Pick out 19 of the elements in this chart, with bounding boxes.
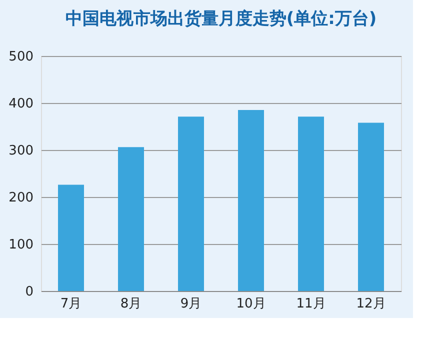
y-tick-label: 500 xyxy=(8,50,34,64)
x-tick-label: 12月 xyxy=(356,296,386,312)
bar xyxy=(238,110,264,291)
x-tick-label: 9月 xyxy=(180,296,202,312)
chart-title: 中国电视市场出货量月度走势(单位:万台) xyxy=(65,9,377,29)
bar xyxy=(358,122,384,291)
y-tick-label: 300 xyxy=(8,144,34,158)
x-tick-label: 10月 xyxy=(236,296,266,312)
x-tick-label: 11月 xyxy=(296,296,326,312)
x-tick-label: 8月 xyxy=(120,296,142,312)
bar xyxy=(178,116,204,291)
y-tick-label: 0 xyxy=(25,284,34,300)
x-tick-label: 7月 xyxy=(60,296,82,312)
bar xyxy=(58,184,84,291)
bar xyxy=(118,147,144,291)
bar xyxy=(298,116,324,291)
y-tick-label: 200 xyxy=(8,190,34,206)
y-tick-label: 400 xyxy=(8,96,34,112)
y-tick-label: 100 xyxy=(8,238,34,252)
